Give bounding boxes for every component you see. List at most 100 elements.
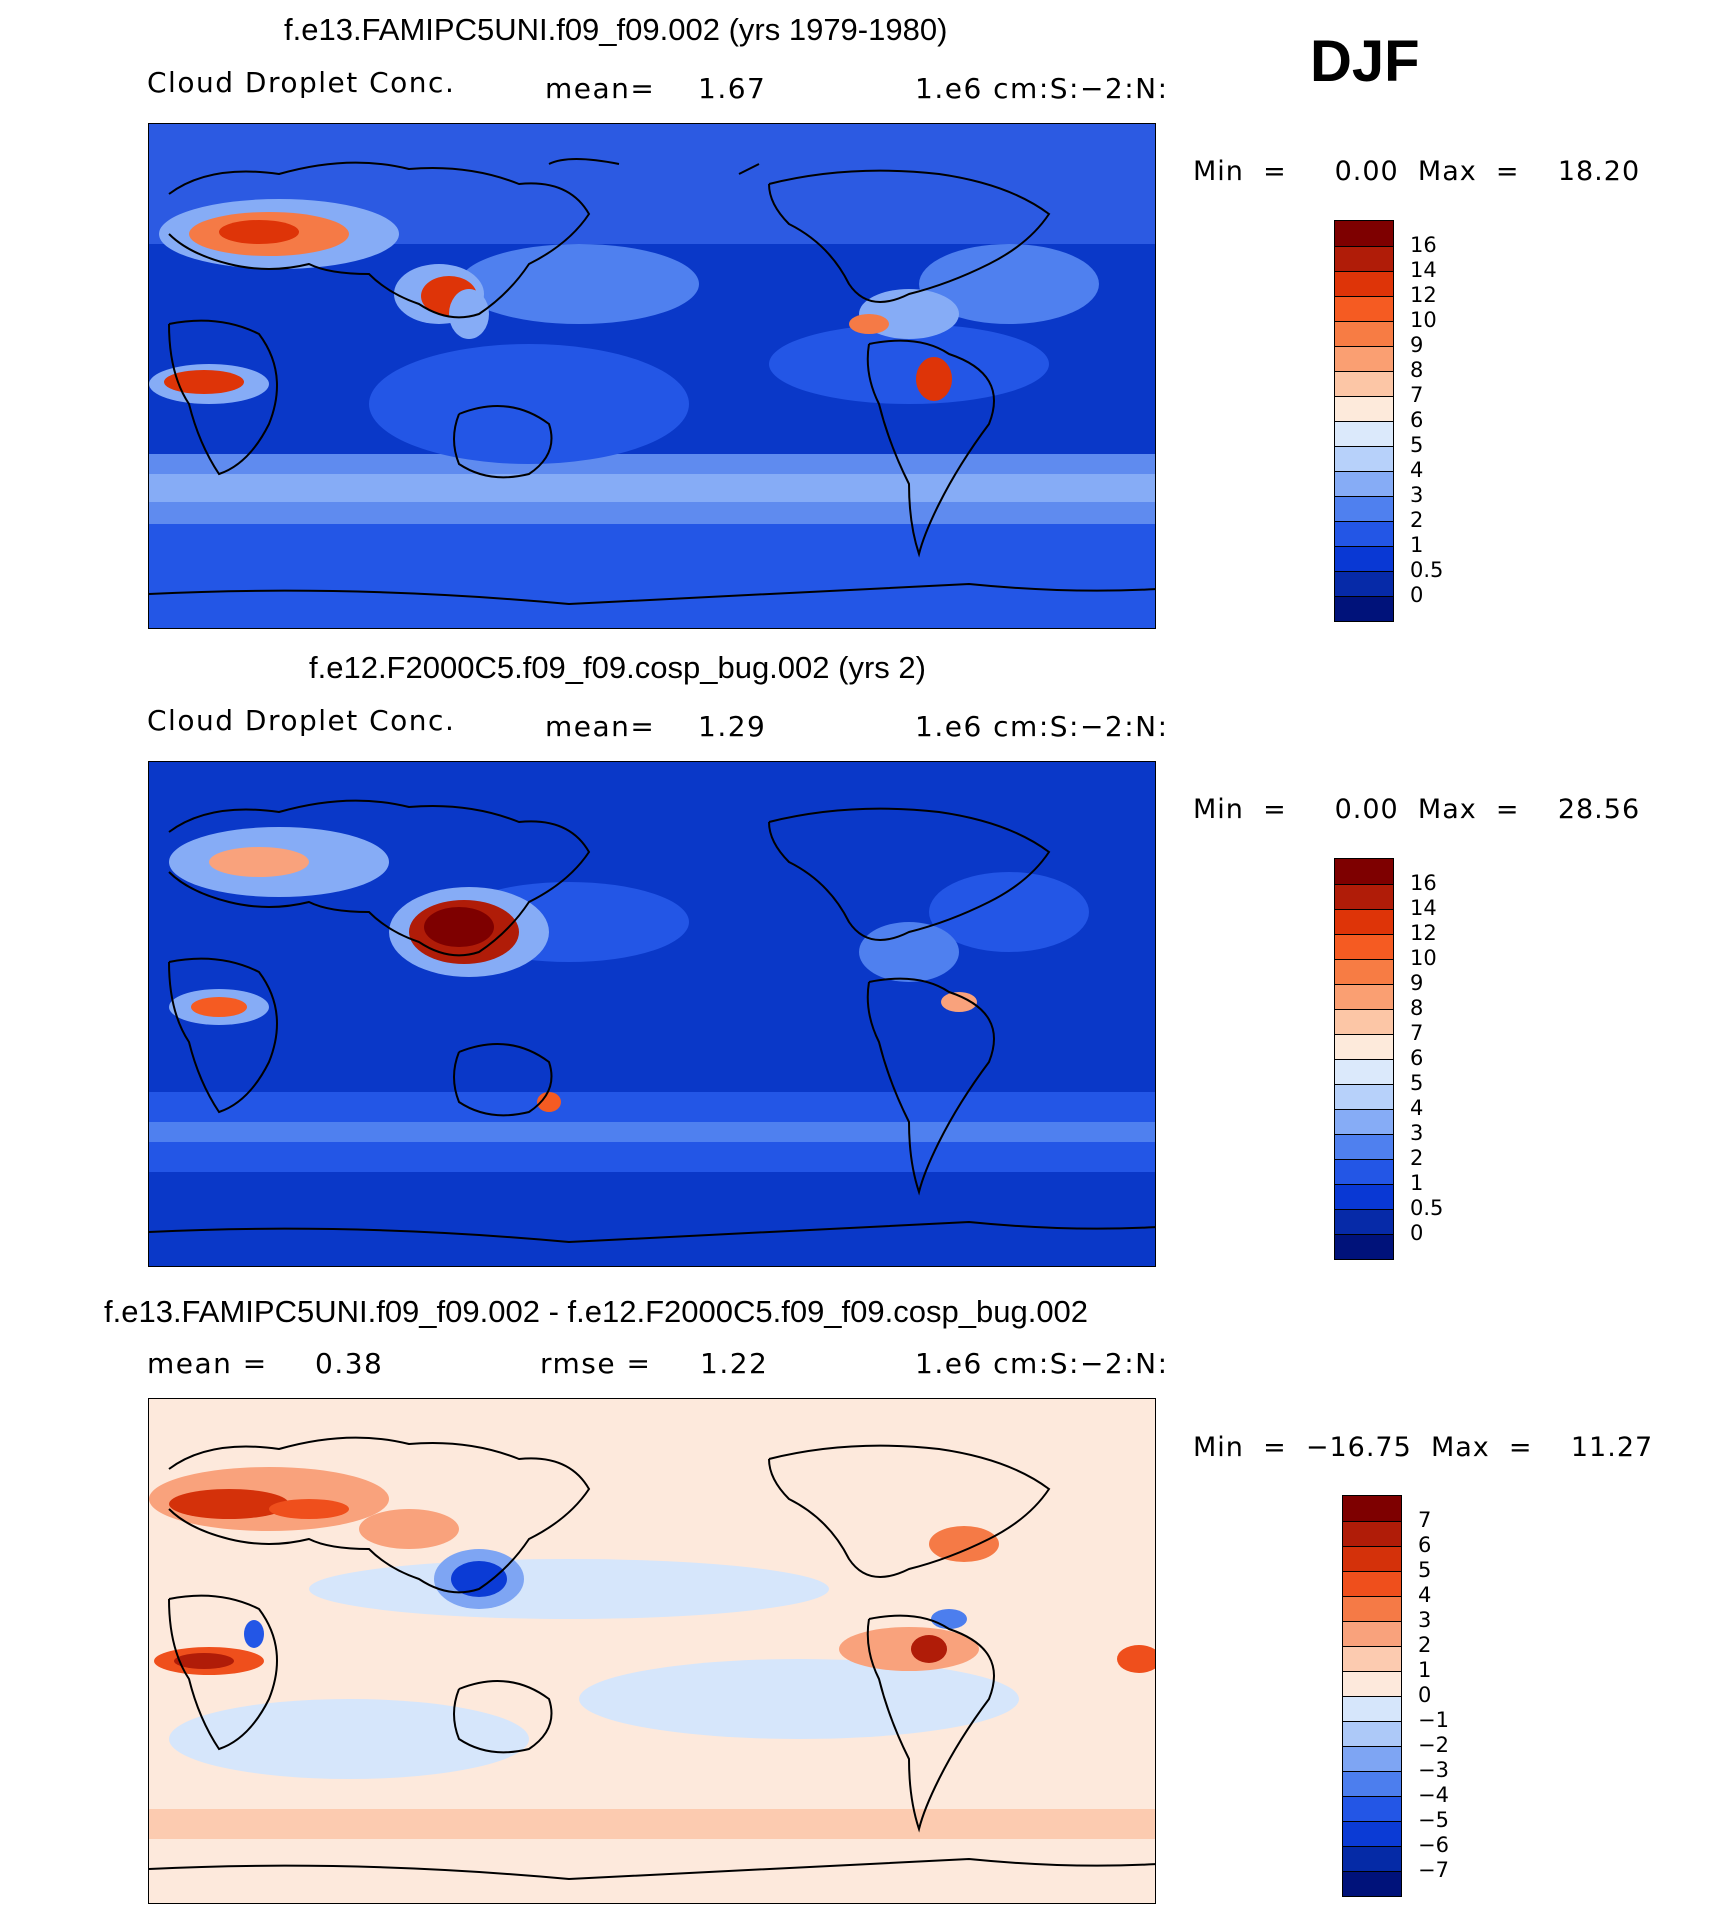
colorbar-swatch xyxy=(1335,909,1393,934)
colorbar-tick-label: 16 xyxy=(1410,871,1437,895)
colorbar-swatch xyxy=(1343,1746,1401,1771)
colorbar-swatch xyxy=(1343,1521,1401,1546)
colorbar-tick-label: 4 xyxy=(1418,1583,1432,1607)
colorbar-swatch xyxy=(1335,1134,1393,1159)
colorbar-swatch xyxy=(1335,521,1393,546)
panel1-units: 1.e6 cm:S:−2:N: xyxy=(915,72,1169,105)
panel3-minmax: Min = −16.75 Max = 11.27 xyxy=(1193,1432,1654,1463)
colorbar-swatch xyxy=(1335,471,1393,496)
colorbar-swatch xyxy=(1335,984,1393,1009)
colorbar-swatch xyxy=(1335,1059,1393,1084)
colorbar-swatch xyxy=(1343,1771,1401,1796)
colorbar-tick-label: 6 xyxy=(1410,408,1424,432)
colorbar-swatch xyxy=(1335,1209,1393,1234)
panel2-colorbar xyxy=(1334,858,1394,1260)
colorbar-tick-label: 5 xyxy=(1418,1558,1432,1582)
colorbar-tick-label: 7 xyxy=(1410,1021,1424,1045)
panel3-map xyxy=(148,1398,1156,1904)
colorbar-swatch xyxy=(1335,1234,1393,1259)
panel3-rmse-label: rmse = xyxy=(540,1347,652,1380)
colorbar-tick-label: 5 xyxy=(1410,1071,1424,1095)
colorbar-tick-label: 8 xyxy=(1410,358,1424,382)
colorbar-tick-label: 6 xyxy=(1410,1046,1424,1070)
colorbar-swatch xyxy=(1335,246,1393,271)
colorbar-tick-label: −5 xyxy=(1418,1808,1449,1832)
colorbar-tick-label: 14 xyxy=(1410,258,1437,282)
colorbar-tick-label: 10 xyxy=(1410,308,1437,332)
colorbar-swatch xyxy=(1335,221,1393,246)
panel1-map xyxy=(148,123,1156,629)
colorbar-tick-label: 0.5 xyxy=(1410,558,1444,582)
panel2-colorbar-labels: 16 14 12 10 9 8 7 6 5 4 3 2 1 0.5 0 xyxy=(1410,858,1470,1260)
colorbar-tick-label: 12 xyxy=(1410,283,1437,307)
colorbar-tick-label: 6 xyxy=(1418,1533,1432,1557)
panel2-units: 1.e6 cm:S:−2:N: xyxy=(915,710,1169,743)
colorbar-swatch xyxy=(1343,1621,1401,1646)
panel2-map-canvas xyxy=(149,762,1155,1266)
colorbar-swatch xyxy=(1335,1184,1393,1209)
colorbar-swatch xyxy=(1335,959,1393,984)
colorbar-tick-label: 1 xyxy=(1410,1171,1424,1195)
colorbar-swatch xyxy=(1335,934,1393,959)
season-label: DJF xyxy=(1310,29,1420,94)
colorbar-tick-label: 1 xyxy=(1418,1658,1432,1682)
colorbar-tick-label: 4 xyxy=(1410,458,1424,482)
colorbar-tick-label: 1 xyxy=(1410,533,1424,557)
colorbar-swatch xyxy=(1335,346,1393,371)
colorbar-swatch xyxy=(1343,1596,1401,1621)
colorbar-swatch xyxy=(1343,1571,1401,1596)
colorbar-tick-label: 10 xyxy=(1410,946,1437,970)
panel2-mean-value: 1.29 xyxy=(698,710,767,743)
panel3-colorbar xyxy=(1342,1495,1402,1897)
panel2-map xyxy=(148,761,1156,1267)
colorbar-tick-label: 3 xyxy=(1418,1608,1432,1632)
panel3-mean-value: 0.38 xyxy=(315,1347,384,1380)
panel3-units: 1.e6 cm:S:−2:N: xyxy=(915,1347,1169,1380)
panel1-mean-value: 1.67 xyxy=(698,72,767,105)
colorbar-tick-label: 0 xyxy=(1410,1221,1424,1245)
panel2-minmax: Min = 0.00 Max = 28.56 xyxy=(1193,794,1641,825)
colorbar-swatch xyxy=(1335,421,1393,446)
colorbar-tick-label: 14 xyxy=(1410,896,1437,920)
colorbar-tick-label: 9 xyxy=(1410,971,1424,995)
colorbar-swatch xyxy=(1343,1871,1401,1896)
colorbar-swatch xyxy=(1343,1696,1401,1721)
panel3-rmse-value: 1.22 xyxy=(700,1347,769,1380)
colorbar-tick-label: −4 xyxy=(1418,1783,1449,1807)
panel2-variable-label: Cloud Droplet Conc. xyxy=(147,704,456,737)
colorbar-tick-label: 12 xyxy=(1410,921,1437,945)
panel2-mean-label: mean= xyxy=(545,710,656,743)
colorbar-swatch xyxy=(1335,1084,1393,1109)
colorbar-swatch xyxy=(1335,859,1393,884)
panel1-title: f.e13.FAMIPC5UNI.f09_f09.002 (yrs 1979-1… xyxy=(284,12,948,47)
panel1-minmax: Min = 0.00 Max = 18.20 xyxy=(1193,156,1641,187)
panel1-mean-label: mean= xyxy=(545,72,656,105)
colorbar-swatch xyxy=(1343,1721,1401,1746)
panel3-title: f.e13.FAMIPC5UNI.f09_f09.002 - f.e12.F20… xyxy=(104,1294,1089,1329)
colorbar-swatch xyxy=(1343,1796,1401,1821)
colorbar-tick-label: 2 xyxy=(1410,508,1424,532)
panel2-title: f.e12.F2000C5.f09_f09.cosp_bug.002 (yrs … xyxy=(309,650,926,685)
panel1-map-canvas xyxy=(149,124,1155,628)
colorbar-tick-label: −6 xyxy=(1418,1833,1449,1857)
colorbar-tick-label: 16 xyxy=(1410,233,1437,257)
colorbar-swatch xyxy=(1335,296,1393,321)
panel1-variable-label: Cloud Droplet Conc. xyxy=(147,66,456,99)
panel3-map-canvas xyxy=(149,1399,1155,1903)
colorbar-tick-label: 0 xyxy=(1418,1683,1432,1707)
colorbar-tick-label: 2 xyxy=(1410,1146,1424,1170)
colorbar-tick-label: 0.5 xyxy=(1410,1196,1444,1220)
colorbar-tick-label: 4 xyxy=(1410,1096,1424,1120)
panel3-mean-label: mean = xyxy=(147,1347,268,1380)
panel1-colorbar-labels: 16 14 12 10 9 8 7 6 5 4 3 2 1 0.5 0 xyxy=(1410,220,1470,622)
colorbar-swatch xyxy=(1343,1846,1401,1871)
colorbar-swatch xyxy=(1335,1159,1393,1184)
colorbar-swatch xyxy=(1343,1821,1401,1846)
panel3-colorbar-labels: 7 6 5 4 3 2 1 0 −1 −2 −3 −4 −5 −6 −7 xyxy=(1418,1495,1478,1897)
colorbar-swatch xyxy=(1335,571,1393,596)
colorbar-swatch xyxy=(1335,546,1393,571)
colorbar-tick-label: 9 xyxy=(1410,333,1424,357)
colorbar-tick-label: −1 xyxy=(1418,1708,1449,1732)
colorbar-tick-label: 2 xyxy=(1418,1633,1432,1657)
colorbar-swatch xyxy=(1335,446,1393,471)
